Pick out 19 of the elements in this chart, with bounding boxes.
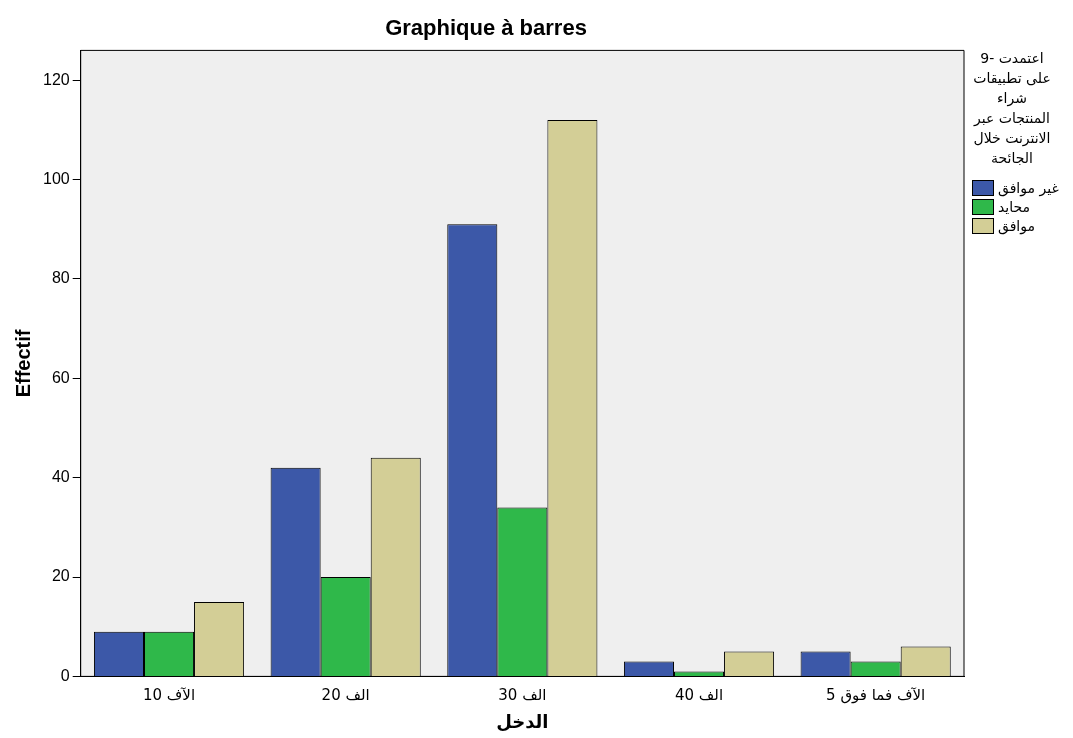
y-tick-label: 0 [60,666,70,684]
legend-title: 9- اعتمدت على تطبيقات شراء المنتجات عبر الانترنت خلال الجائحة [972,49,1052,168]
x-tick-label: 40 الف [674,686,724,705]
legend-label: موافق [998,218,1035,234]
y-tick-label: 80 [51,269,70,287]
x-tick-label: 5 الآف فما فوق [826,686,926,705]
legend-label: محايد [998,199,1031,215]
y-tick-label: 60 [51,368,70,386]
x-axis-title: الدخل [496,710,549,732]
y-axis-title: Effectif [11,329,34,398]
y-tick-label: 20 [51,567,70,585]
legend-label: غير موافق [998,180,1059,196]
y-tick-label: 120 [42,70,70,88]
y-tick-label: 100 [42,169,70,187]
x-tick-label: 10 الآف [142,686,196,705]
y-tick-label: 40 [51,468,70,486]
x-tick-label: 30 الف [498,686,547,705]
chart-title: Graphique à barres [385,15,587,41]
x-tick-label: 20 الف [321,686,370,705]
